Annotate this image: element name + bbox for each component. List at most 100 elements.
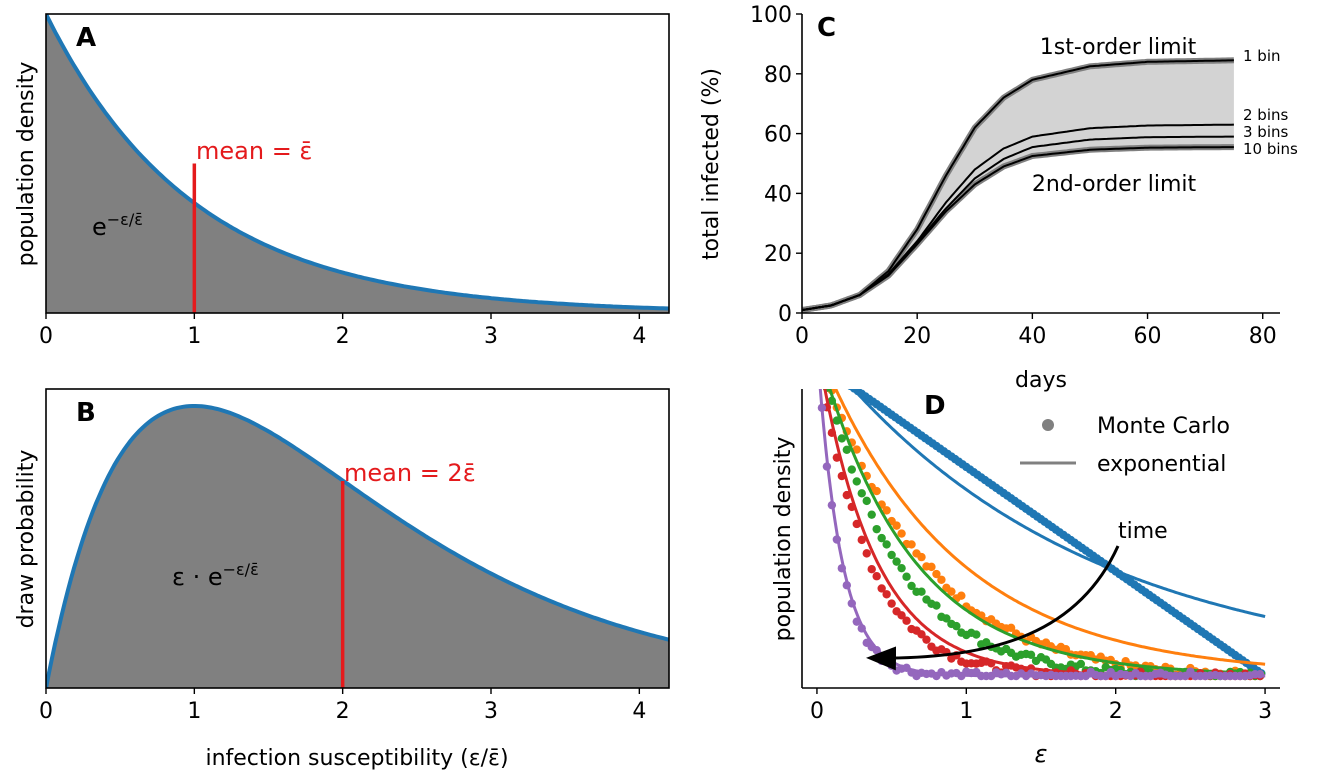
- panel-b-x-tick-label: 1: [187, 699, 201, 724]
- panel-c-letter: C: [817, 13, 836, 43]
- panel-d-monte-carlo-point: [932, 601, 941, 610]
- panel-b-x-tick-label: 3: [484, 699, 498, 724]
- panel-c-y-label: total infected (%): [699, 68, 724, 260]
- panel-d-monte-carlo-point: [867, 565, 876, 574]
- panel-c-x-tick-label: 40: [1018, 324, 1046, 349]
- panel-d-monte-carlo-point: [813, 344, 821, 352]
- panel-a-plot: [46, 14, 669, 313]
- panel-d-monte-carlo-point: [902, 616, 911, 625]
- panel-d-exponential-line: [834, 389, 1266, 666]
- panel-d-monte-carlo-point: [831, 371, 839, 379]
- panel-d-monte-carlo-point: [837, 471, 847, 481]
- panel-d-monte-carlo-point: [917, 630, 926, 639]
- panel-d-x-label: ε: [1035, 740, 1048, 768]
- panel-d-monte-carlo-point: [835, 374, 843, 382]
- panel-d-monte-carlo-point: [842, 490, 852, 500]
- panel-d-monte-carlo-point: [1006, 623, 1016, 633]
- panel-d-monte-carlo-point: [820, 363, 828, 371]
- panel-a-x-tick-label: 3: [484, 324, 498, 349]
- panel-a-x-tick-label: 4: [632, 324, 646, 349]
- panel-b-formula: ε · e−ε/ε̄: [172, 560, 259, 591]
- panel-b-formula-exponent: −ε/ε̄: [223, 560, 259, 579]
- panel-b-x-tick-label: 0: [39, 699, 53, 724]
- panel-d-x-tick-label: 2: [1109, 699, 1123, 724]
- panel-a-mean-label: mean = ε̄: [196, 137, 312, 165]
- panel-d-letter: D: [924, 391, 946, 421]
- panel-c-y-tick-label: 100: [750, 3, 792, 28]
- panel-d-monte-carlo-point: [942, 614, 951, 623]
- panel-d-monte-carlo-point: [817, 403, 827, 413]
- panel-c-x-tick-label: 0: [795, 324, 809, 349]
- panel-d-monte-carlo-point: [1026, 650, 1036, 660]
- panel-d-monte-carlo-point: [857, 489, 866, 498]
- panel-d-monte-carlo-point: [813, 342, 821, 350]
- panel-a-x-ticks: 0 1 2 3 4: [39, 313, 646, 349]
- panel-d-monte-carlo-point: [847, 502, 856, 512]
- legend-exponential-label: exponential: [1097, 452, 1226, 477]
- panel-b: 0 1 2 3 4 B draw probability infection susce…: [14, 388, 670, 771]
- panel-b-frame: [45, 388, 670, 689]
- panel-d-monte-carlo-point: [827, 500, 837, 510]
- panel-c-series-line: [802, 59, 1234, 311]
- panel-d-monte-carlo-point: [839, 377, 847, 385]
- panel-d-monte-carlo-point: [852, 519, 861, 529]
- panel-c-x-tick-label: 80: [1249, 324, 1277, 349]
- panel-b-y-label: draw probability: [14, 450, 39, 629]
- panel-d-monte-carlo-point: [842, 445, 852, 454]
- panel-d-monte-carlo-point: [1255, 670, 1265, 679]
- panel-d-monte-carlo-point: [847, 389, 854, 391]
- panel-c-series-label: 2 bins: [1243, 106, 1289, 124]
- panel-d-monte-carlo-point: [947, 587, 956, 596]
- panel-d-monte-carlo-point: [852, 617, 861, 626]
- panel-c-series-label: 1 bin: [1243, 47, 1281, 65]
- panel-b-curve: [46, 404, 669, 688]
- panel-c-y-tick-label: 60: [764, 123, 792, 148]
- panel-d-monte-carlo-point: [837, 564, 847, 573]
- panel-d-monte-carlo-point: [907, 540, 916, 549]
- panel-c-upper-limit-label: 1st-order limit: [1040, 35, 1197, 60]
- panel-d-monte-carlo-point: [824, 366, 832, 374]
- panel-c-series-label: 10 bins: [1243, 140, 1298, 158]
- panel-d-monte-carlo-point: [847, 599, 856, 608]
- panel-d-monte-carlo-point: [832, 416, 842, 425]
- panel-d-x-tick-label: 1: [959, 699, 973, 724]
- panel-d-monte-carlo-point: [872, 646, 881, 655]
- panel-d-monte-carlo-point: [816, 361, 824, 369]
- panel-d-monte-carlo-point: [857, 535, 866, 545]
- panel-d-monte-carlo-point: [818, 374, 826, 382]
- panel-d-monte-carlo-point: [927, 562, 936, 572]
- panel-d-monte-carlo-point: [907, 581, 916, 591]
- panel-b-x-ticks: 0 1 2 3 4: [39, 688, 646, 724]
- panel-d-monte-carlo-point: [843, 379, 851, 387]
- panel-d-monte-carlo-point: [832, 453, 842, 462]
- panel-d-monte-carlo-point: [917, 587, 926, 596]
- panel-b-mean-label: mean = 2ε̄: [344, 459, 476, 487]
- panel-a-x-tick-label: 2: [336, 324, 350, 349]
- panel-d-monte-carlo-point: [902, 572, 911, 581]
- panel-b-x-tick-label: 2: [336, 699, 350, 724]
- panel-d-monte-carlo-point: [897, 529, 906, 538]
- panel-d-y-label: population density: [771, 437, 796, 642]
- panel-d-monte-carlo-point: [852, 477, 861, 486]
- panel-d-monte-carlo-point: [813, 342, 821, 350]
- panel-d-monte-carlo-point: [827, 428, 837, 438]
- panel-d-monte-carlo-point: [952, 621, 961, 631]
- panel-d-monte-carlo-point: [827, 396, 837, 406]
- panel-d-monte-carlo-point: [922, 635, 931, 644]
- panel-b-x-tick-label: 4: [632, 699, 646, 724]
- panel-d-monte-carlo-point: [882, 506, 891, 515]
- panel-d-monte-carlo-point: [1061, 644, 1071, 654]
- panel-d-monte-carlo-point: [823, 374, 831, 382]
- panel-b-letter: B: [76, 398, 96, 428]
- panel-a-letter: A: [76, 23, 96, 53]
- panel-d-x-ticks: 0 1 2 3: [810, 688, 1272, 724]
- panel-b-plot: [46, 404, 669, 688]
- panel-d-monte-carlo-point: [818, 361, 826, 369]
- panel-d-plot: [813, 342, 1266, 681]
- panel-d-monte-carlo-point: [1076, 659, 1086, 669]
- panel-c-x-tick-label: 60: [1134, 324, 1162, 349]
- panel-d-monte-carlo-point: [872, 524, 881, 534]
